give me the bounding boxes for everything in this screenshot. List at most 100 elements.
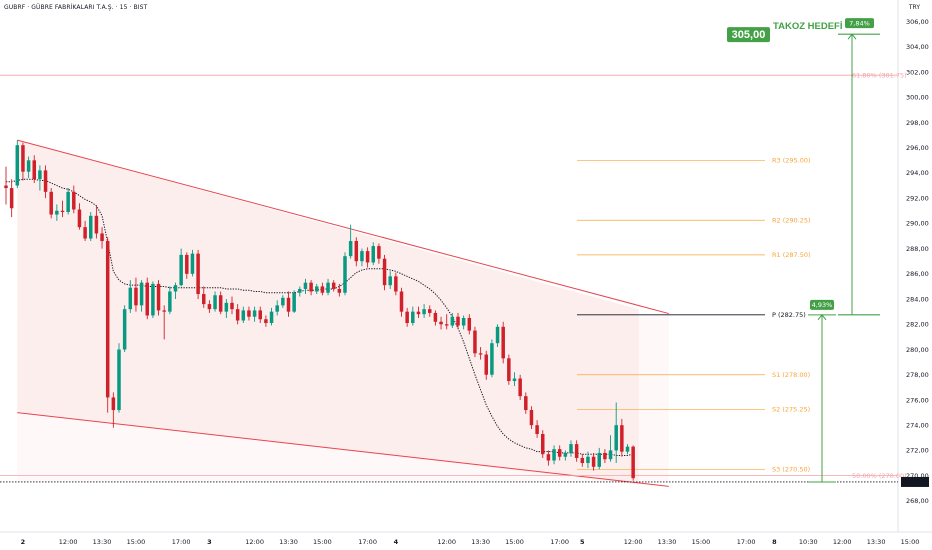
y-tick-label: 280,00 xyxy=(906,346,929,354)
candle-body xyxy=(388,276,392,286)
target-pct-badge xyxy=(845,18,874,29)
x-tick-label: 10:30 xyxy=(799,538,818,546)
candle-body xyxy=(591,456,596,467)
currency-label: TRY xyxy=(908,4,920,11)
candle-body xyxy=(569,444,573,453)
candle-body xyxy=(540,434,545,455)
x-tick-label: 15:00 xyxy=(901,538,920,546)
x-tick-label: 17:00 xyxy=(172,538,191,546)
x-axis: 2 12:00 13:30 15:00 17:00 3 12:00 13:30 15:00 17:… xyxy=(21,538,920,546)
mid-pct-badge xyxy=(810,299,834,310)
x-tick-label: 17:00 xyxy=(737,538,756,546)
candle-body xyxy=(168,291,172,312)
candle-body xyxy=(444,324,449,326)
candle-body xyxy=(574,444,579,458)
candle-body xyxy=(490,343,494,375)
candle-body xyxy=(286,297,291,312)
last-price-tag xyxy=(901,476,929,487)
channel-fill xyxy=(17,140,639,485)
candle-body xyxy=(122,309,127,350)
candle-body xyxy=(9,188,14,209)
candle-body xyxy=(21,145,25,172)
x-tick-label: 3 xyxy=(207,538,212,546)
candle-body xyxy=(26,160,31,172)
candle-body xyxy=(535,425,539,435)
pivot-levels: 61.80% (301.75) 50.00% (270.00) R3 (295.00… xyxy=(0,72,907,483)
x-tick-label: 15:00 xyxy=(127,538,146,546)
y-tick-label: 288,00 xyxy=(906,245,929,253)
candle-body xyxy=(586,456,590,464)
candle-body xyxy=(371,246,376,263)
candle-body xyxy=(320,286,325,293)
candle-body xyxy=(173,285,178,292)
candle-body xyxy=(631,446,635,479)
pivot-label: R2 (290.25) xyxy=(772,217,811,225)
candle-body xyxy=(518,378,522,397)
candle-body xyxy=(111,397,116,411)
candle-body xyxy=(450,316,455,326)
candles xyxy=(4,140,635,481)
x-tick-label: 12:00 xyxy=(437,538,456,546)
candle-body xyxy=(625,446,630,452)
y-tick-label: 300,00 xyxy=(906,94,929,102)
measure-tools: 7,84% 305,00 TAKOZ HEDEFİ 4,93% xyxy=(727,18,880,483)
candle-body xyxy=(66,191,70,213)
y-tick-label: 296,00 xyxy=(906,144,929,152)
y-tick-label: 268,00 xyxy=(906,497,929,505)
candle-body xyxy=(303,282,308,289)
candle-body xyxy=(55,210,59,215)
y-tick-label: 272,00 xyxy=(906,447,929,455)
candle-body xyxy=(201,294,206,305)
candle-body xyxy=(314,286,319,292)
y-tick-label: 278,00 xyxy=(906,371,929,379)
candle-body xyxy=(117,349,121,411)
candle-body xyxy=(552,449,556,461)
y-tick-label: 304,00 xyxy=(906,43,929,51)
candle-body xyxy=(230,302,234,310)
candle-body xyxy=(337,288,342,293)
x-tick-label: 8 xyxy=(772,538,777,546)
candle-body xyxy=(563,452,568,457)
candle-body xyxy=(77,209,82,228)
candle-body xyxy=(416,311,421,315)
candle-body xyxy=(529,410,534,426)
candle-body xyxy=(461,317,466,326)
x-tick-label: 13:30 xyxy=(867,538,886,546)
candle-body xyxy=(382,258,387,286)
candle-body xyxy=(213,295,217,310)
x-tick-label: 5 xyxy=(580,538,585,546)
candle-body xyxy=(275,305,279,312)
x-tick-label: 4 xyxy=(394,538,399,546)
pivot-label: R3 (295.00) xyxy=(772,157,811,165)
candle-body xyxy=(235,309,240,321)
candle-body xyxy=(72,191,76,210)
x-tick-label: 12:00 xyxy=(624,538,643,546)
target-price-label: 305,00 xyxy=(732,29,766,41)
candle-body xyxy=(484,354,489,375)
candle-body xyxy=(427,309,432,313)
candle-body xyxy=(218,295,223,312)
candle-body xyxy=(247,310,251,317)
y-tick-label: 292,00 xyxy=(906,194,929,202)
chart-title: GUBRF · GÜBRE FABRİKALARI T.A.Ş. · 15 · … xyxy=(4,4,148,11)
candle-body xyxy=(456,316,460,326)
candle-body xyxy=(60,210,65,213)
y-tick-label: 274,00 xyxy=(906,421,929,429)
y-tick-label: 270,00 xyxy=(906,472,929,480)
candle-body xyxy=(145,282,150,316)
candle-body xyxy=(546,454,551,461)
candle-body xyxy=(38,170,42,180)
candle-body xyxy=(196,253,200,295)
candle-body xyxy=(411,311,415,324)
candle-body xyxy=(399,291,404,312)
grid xyxy=(0,0,932,533)
candle-body xyxy=(478,353,483,355)
x-tick-label: 15:00 xyxy=(692,538,711,546)
candle-body xyxy=(331,282,336,289)
candle-body xyxy=(377,246,381,259)
candle-body xyxy=(348,241,353,257)
candle-body xyxy=(105,241,110,398)
candle-body xyxy=(524,396,528,411)
pivot-label: P (282.75) xyxy=(772,311,806,319)
